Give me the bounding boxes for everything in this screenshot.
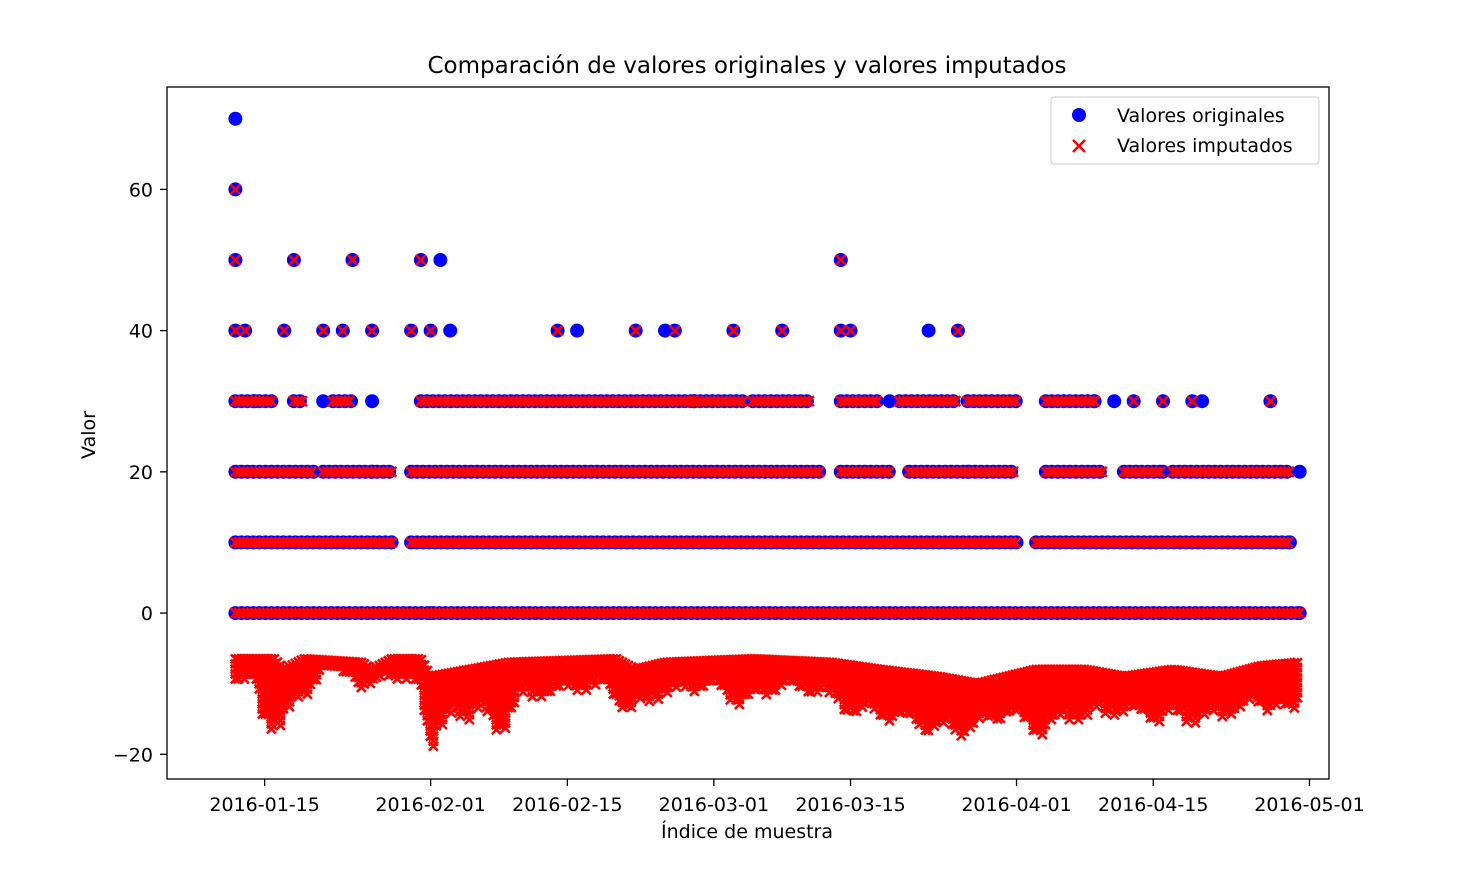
imputed-point: [652, 693, 664, 705]
imputed-point: [499, 722, 511, 734]
original-point: [882, 394, 897, 409]
imputed-point: [283, 701, 295, 713]
original-point: [1107, 394, 1122, 409]
imputed-point: [541, 685, 553, 697]
original-point: [921, 323, 936, 338]
original-point: [443, 323, 458, 338]
legend-label-imputados: Valores imputados: [1117, 135, 1293, 157]
imputed-point: [373, 670, 385, 682]
x-tick-label: 2016-03-01: [659, 794, 769, 816]
imputed-point: [766, 684, 778, 696]
imputed-point: [508, 696, 520, 708]
imputed-point: [301, 688, 313, 700]
original-point: [433, 253, 448, 267]
original-point: [1195, 394, 1210, 409]
y-tick-label: −20: [113, 744, 153, 766]
imputed-point: [436, 719, 448, 730]
y-tick-label: 60: [129, 179, 153, 201]
legend-label-originales: Valores originales: [1117, 105, 1285, 127]
original-point: [228, 111, 243, 126]
y-tick-label: 20: [129, 462, 153, 484]
y-tick-label: 40: [129, 321, 153, 343]
imputed-point: [775, 679, 787, 691]
original-point: [658, 323, 672, 338]
imputed-point: [424, 730, 436, 742]
imputed-point: [265, 723, 277, 735]
chart-title: Comparación de valores originales y valo…: [427, 53, 1066, 79]
imputed-point: [739, 688, 751, 700]
imputed-point: [292, 691, 304, 703]
imputed-point: [661, 686, 673, 698]
x-tick-label: 2016-03-15: [795, 794, 905, 816]
imputed-point: [733, 699, 745, 710]
imputed-point: [811, 686, 823, 698]
imputed-point: [625, 701, 637, 713]
x-tick-label: 2016-04-15: [1098, 794, 1208, 816]
imputed-point: [505, 701, 517, 713]
x-tick-label: 2016-01-15: [209, 794, 319, 816]
imputed-point: [427, 740, 439, 752]
original-point: [316, 394, 331, 409]
x-tick-label: 2016-02-15: [512, 794, 622, 816]
imputed-point: [463, 714, 475, 726]
plot-area: [228, 111, 1307, 752]
x-tick-label: 2016-05-01: [1254, 794, 1364, 816]
legend-marker-originales: [1072, 108, 1086, 122]
original-point: [1292, 464, 1307, 479]
original-point: [365, 394, 380, 409]
imputed-point: [274, 719, 286, 731]
x-axis-title: Índice de muestra: [661, 820, 833, 843]
legend: Valores originales Valores imputados: [1050, 96, 1320, 165]
original-point: [570, 323, 585, 338]
imputed-point: [580, 684, 592, 696]
x-tick-label: 2016-04-01: [961, 794, 1071, 816]
y-tick-label: 0: [141, 603, 153, 625]
x-tick-label: 2016-02-01: [375, 794, 485, 816]
y-axis-title: Valor: [78, 411, 100, 459]
imputed-point: [310, 674, 322, 686]
